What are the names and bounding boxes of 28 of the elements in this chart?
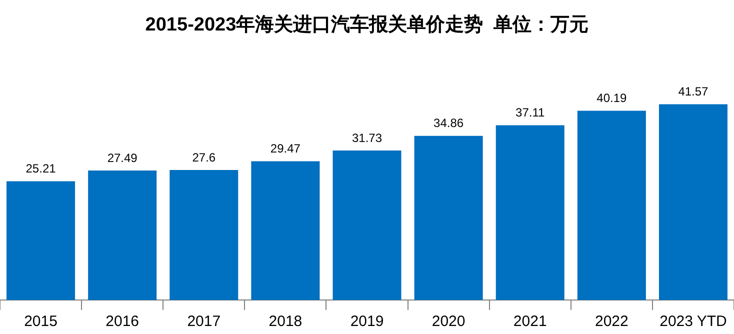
x-tick-label: 2016 — [106, 313, 140, 330]
data-label: 27.6 — [192, 150, 216, 164]
data-label: 27.49 — [107, 150, 138, 165]
bar — [332, 150, 402, 300]
bar — [251, 161, 320, 300]
x-tick-label: 2023 YTD — [660, 313, 728, 330]
bar — [6, 181, 76, 300]
x-tick-label: 2019 — [350, 313, 384, 330]
bar — [496, 125, 564, 300]
x-tick-label: 2018 — [268, 313, 302, 330]
x-tick-label: 2015 — [24, 313, 58, 330]
data-label: 41.57 — [678, 84, 709, 99]
x-tick-label: 2020 — [432, 313, 466, 330]
data-label: 40.19 — [596, 91, 628, 106]
x-tick-label: 2022 — [594, 313, 628, 330]
x-tick-label: 2021 — [513, 313, 547, 330]
data-label: 34.86 — [434, 116, 464, 130]
chart-title: 2015-2023年海关进口汽车报关单价走势 单位：万元 — [145, 14, 589, 36]
bar — [577, 110, 646, 300]
bar — [658, 104, 728, 300]
bar — [414, 136, 483, 300]
data-label: 29.47 — [270, 142, 301, 156]
data-label: 37.11 — [516, 106, 546, 120]
x-tick-label: 2017 — [187, 313, 221, 330]
bar — [170, 170, 238, 300]
data-label: 31.73 — [352, 130, 382, 145]
bar — [88, 170, 157, 300]
data-label: 25.21 — [26, 162, 56, 176]
